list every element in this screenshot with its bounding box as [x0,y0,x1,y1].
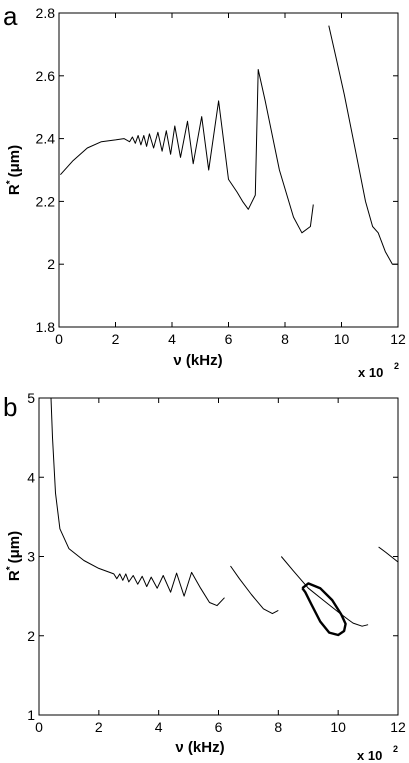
panel-b-x-tick-label: 10 [330,719,346,735]
panel-a-x-tick-label: 4 [168,331,176,347]
panel-b-y-ticks: 1 2 3 4 5 [27,390,398,723]
panel-b-letter: b [3,392,17,422]
panel-b-series-line-1 [50,397,225,607]
panel-b-x-tick-label: 2 [95,719,103,735]
panel-b-series-line-4 [378,546,399,563]
panel-a-y-label: R* (μm) [5,145,23,195]
panel-b-x-multiplier-exp: 2 [393,744,398,754]
panel-b-series-line-3 [280,556,369,627]
panel-b-series-line-2 [230,565,279,615]
panel-a-y-tick-label: 2.6 [36,68,56,84]
panel-a-x-multiplier: x 10 [358,365,383,380]
panel-b-y-tick-label: 3 [27,549,35,565]
panel-a: a 0 2 4 6 8 10 12 1.8 2 2.2 2.4 2.6 2.8 ν (kHz) R* (… [3,1,406,380]
panel-b-loop-line [301,582,347,637]
panel-a-y-tick-label: 2 [47,256,55,272]
panel-b-x-tick-label: 12 [390,719,406,735]
panel-b-y-tick-label: 2 [27,628,35,644]
panel-a-x-tick-label: 12 [390,331,406,347]
panel-b-x-ticks: 0 2 4 6 8 10 12 [35,398,406,735]
panel-a-y-tick-label: 2.4 [36,131,56,147]
panel-a-series-line-2 [328,25,398,265]
panel-b-curves [50,397,399,637]
panel-b-y-tick-label: 5 [27,390,35,406]
panel-b-x-multiplier: x 10 [357,748,382,763]
panel-b-frame [38,397,399,716]
panel-a-x-tick-label: 2 [112,331,120,347]
panel-a-frame [58,12,399,328]
panel-b-x-tick-label: 8 [274,719,282,735]
panel-a-x-tick-label: 0 [55,331,63,347]
panel-a-y-tick-label: 1.8 [36,319,56,335]
panel-b-x-label: ν (kHz) [175,739,224,756]
panel-b-x-tick-label: 0 [35,719,43,735]
panel-a-x-tick-label: 6 [225,331,233,347]
panel-b-x-tick-label: 4 [155,719,163,735]
panel-a-y-ticks: 1.8 2 2.2 2.4 2.6 2.8 [36,5,398,335]
panel-b-y-tick-label: 1 [27,707,35,723]
panel-a-x-label: ν (kHz) [173,352,222,369]
panel-a-curves [60,25,398,265]
panel-a-y-label-unit: (μm) [6,145,23,178]
panel-a-x-multiplier-exp: 2 [394,361,399,371]
panel-b-y-label-main: R [6,570,23,581]
panel-b-x-tick-label: 6 [215,719,223,735]
panel-a-x-tick-label: 8 [281,331,289,347]
panel-a-y-tick-label: 2.2 [36,193,56,209]
panel-a-x-tick-label: 10 [334,331,350,347]
panel-b-y-label: R* (μm) [5,531,23,581]
panel-a-letter: a [3,1,18,31]
panel-b-y-label-unit: (μm) [6,531,23,564]
panel-a-x-ticks: 0 2 4 6 8 10 12 [55,13,406,347]
panel-a-y-tick-label: 2.8 [36,5,56,21]
panel-b-y-label-sup: * [5,566,16,570]
panel-a-series-line-1 [60,69,314,234]
panel-a-y-label-sup: * [5,180,16,184]
panel-b-y-tick-label: 4 [27,469,35,485]
panel-a-y-label-main: R [6,184,23,195]
